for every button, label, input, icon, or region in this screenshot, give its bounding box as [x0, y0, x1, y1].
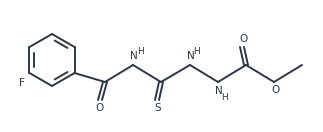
- Text: N: N: [215, 86, 223, 96]
- Text: O: O: [271, 85, 279, 95]
- Text: N: N: [187, 51, 195, 61]
- Text: H: H: [222, 93, 228, 102]
- Text: O: O: [96, 103, 104, 113]
- Text: S: S: [155, 103, 161, 113]
- Text: H: H: [193, 46, 200, 55]
- Text: F: F: [19, 78, 25, 88]
- Text: O: O: [239, 34, 247, 44]
- Text: H: H: [137, 46, 143, 55]
- Text: N: N: [130, 51, 138, 61]
